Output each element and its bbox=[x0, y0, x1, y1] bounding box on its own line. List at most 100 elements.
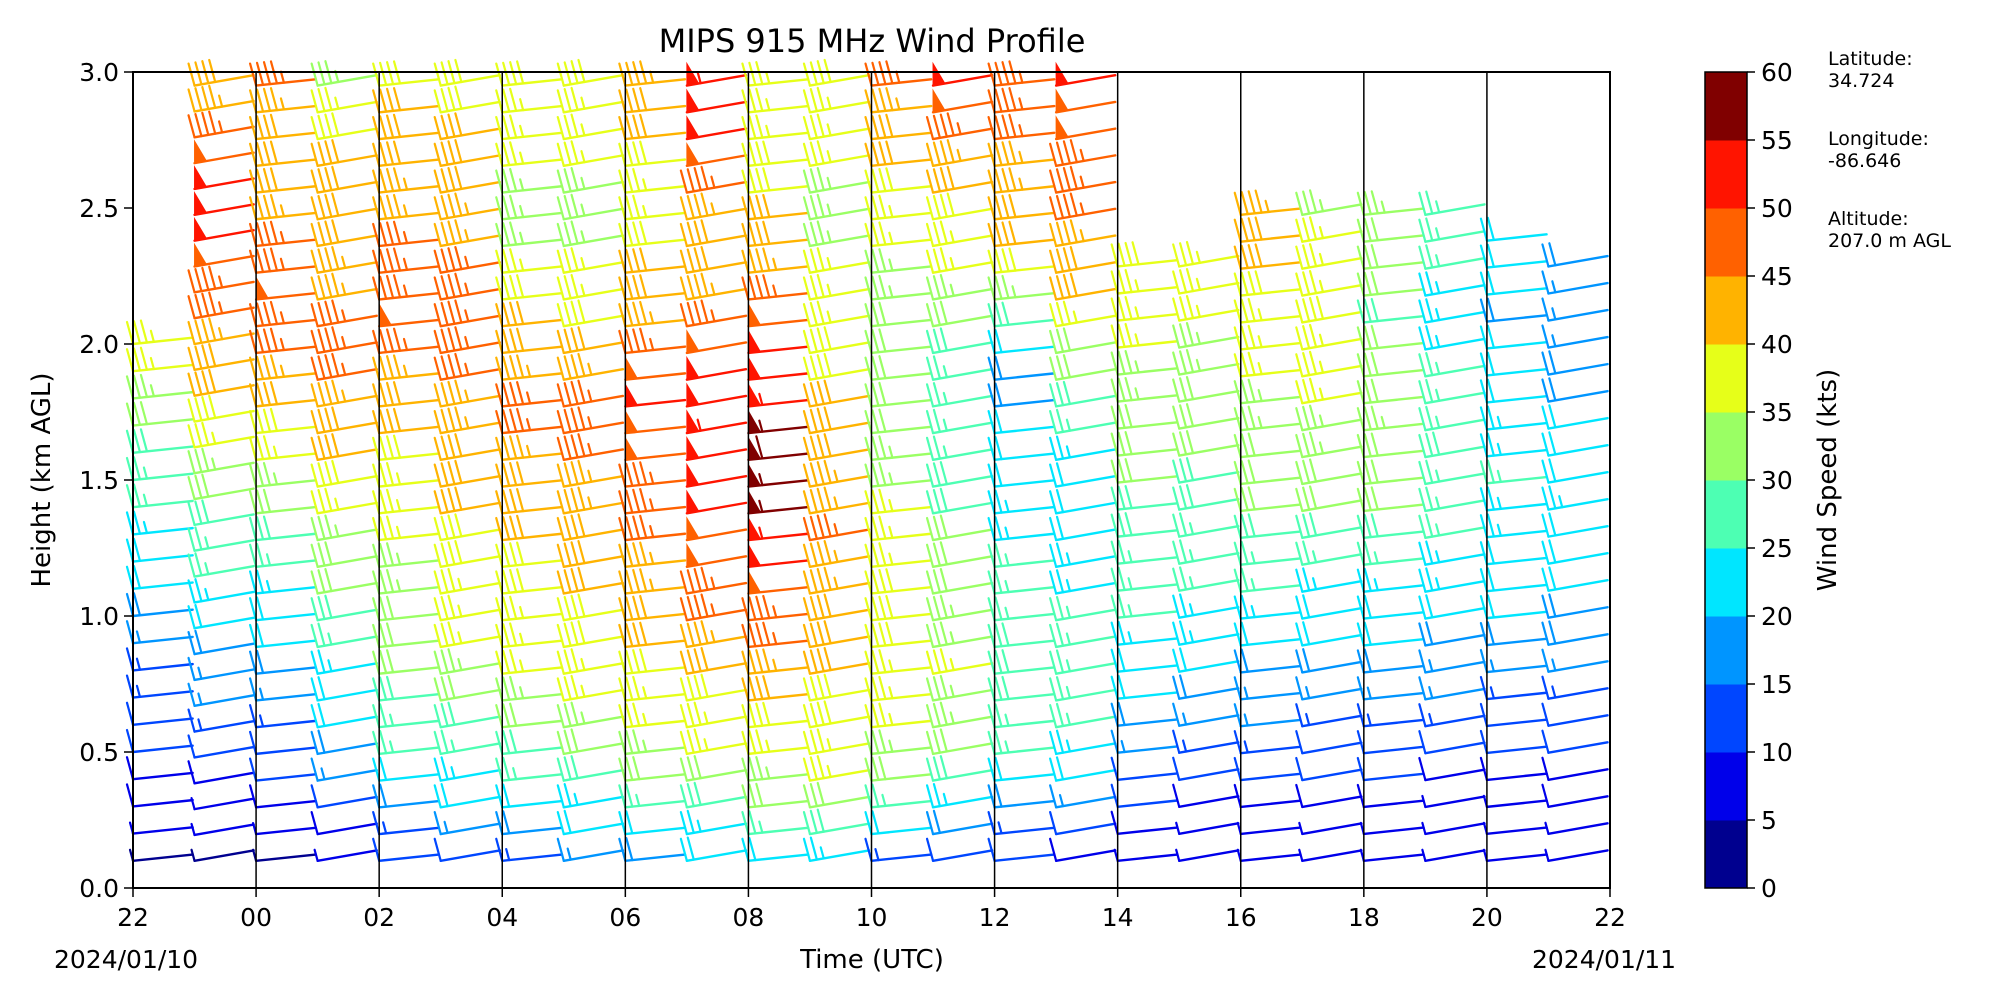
barb-staff bbox=[808, 474, 871, 488]
barb-full bbox=[317, 622, 326, 647]
barb-full bbox=[1295, 622, 1304, 647]
barb-full bbox=[686, 301, 695, 327]
wind-barb bbox=[987, 516, 1056, 542]
wind-barb bbox=[433, 540, 501, 568]
barb-half bbox=[135, 630, 142, 644]
barb-staff bbox=[870, 586, 933, 595]
barb-half bbox=[1182, 712, 1188, 726]
colorbar-segment bbox=[1705, 208, 1747, 277]
barb-full bbox=[495, 196, 504, 221]
barb-full bbox=[1172, 432, 1181, 457]
barb-full bbox=[324, 247, 333, 272]
barb-full bbox=[433, 383, 442, 408]
barb-half bbox=[1428, 659, 1434, 673]
barb-full bbox=[1541, 405, 1550, 430]
barb-full bbox=[201, 421, 210, 447]
wind-barb bbox=[1418, 703, 1486, 728]
barb-full bbox=[495, 249, 504, 274]
barb-staff bbox=[1362, 530, 1425, 539]
barb-full bbox=[1418, 756, 1427, 782]
barb-full bbox=[864, 784, 873, 809]
wind-barb bbox=[925, 408, 994, 435]
wind-barb bbox=[1418, 405, 1486, 432]
wind-barb bbox=[624, 409, 687, 435]
barb-full bbox=[310, 222, 319, 248]
barb-full bbox=[1308, 404, 1318, 429]
barb-full bbox=[1049, 623, 1058, 649]
barb-full bbox=[509, 488, 518, 513]
barb-half bbox=[1120, 739, 1126, 754]
barb-full bbox=[372, 249, 381, 274]
barb-full bbox=[248, 570, 258, 595]
barb-full bbox=[632, 595, 641, 620]
barb-full bbox=[823, 459, 832, 485]
barb-half bbox=[149, 356, 155, 371]
barb-staff bbox=[1178, 362, 1240, 376]
barb-staff bbox=[1239, 530, 1302, 539]
barb-full bbox=[1418, 568, 1427, 593]
barb-full bbox=[1240, 244, 1249, 270]
wind-barb bbox=[556, 406, 625, 435]
wind-barb bbox=[1049, 327, 1117, 355]
wind-barb bbox=[864, 756, 933, 782]
barb-staff bbox=[1239, 261, 1302, 270]
barb-staff bbox=[131, 499, 194, 509]
barb-full bbox=[939, 728, 948, 753]
barb-half bbox=[710, 202, 716, 216]
barb-full bbox=[1240, 352, 1249, 377]
barb-full bbox=[632, 87, 641, 112]
barb-full bbox=[1055, 462, 1065, 487]
barb-staff bbox=[1239, 584, 1302, 593]
wind-barb bbox=[925, 382, 994, 408]
barb-full bbox=[994, 542, 1003, 568]
wind-barb bbox=[1233, 270, 1302, 297]
barb-full bbox=[686, 248, 695, 273]
barb-full bbox=[187, 88, 196, 113]
barb-staff bbox=[624, 78, 687, 87]
barb-full bbox=[987, 115, 996, 141]
barb-full bbox=[994, 275, 1003, 300]
barb-staff bbox=[1485, 772, 1548, 782]
barb-full bbox=[625, 302, 634, 327]
barb-staff bbox=[193, 332, 255, 346]
barb-full bbox=[1233, 245, 1242, 270]
barb-full bbox=[939, 247, 948, 272]
barb-staff bbox=[501, 532, 564, 542]
colorbar-segment bbox=[1705, 752, 1747, 821]
barb-full bbox=[1049, 490, 1058, 515]
barb-full bbox=[987, 570, 996, 595]
barb-full bbox=[310, 249, 319, 274]
wind-barb bbox=[187, 708, 255, 733]
barb-full bbox=[987, 303, 996, 328]
barb-full bbox=[1001, 248, 1010, 273]
barb-full bbox=[310, 196, 319, 221]
wind-barb bbox=[187, 629, 255, 656]
barb-staff bbox=[685, 822, 748, 836]
barb-full bbox=[262, 408, 272, 433]
barb-full bbox=[570, 380, 579, 406]
barb-full bbox=[925, 757, 935, 782]
barb-staff bbox=[501, 425, 564, 435]
barb-full bbox=[748, 88, 757, 113]
wind-barb bbox=[1295, 676, 1363, 701]
barb-half bbox=[402, 230, 409, 245]
barb-full bbox=[946, 192, 955, 217]
barb-staff bbox=[747, 78, 810, 87]
barb-full bbox=[310, 169, 319, 194]
barb-staff bbox=[1547, 389, 1609, 403]
barb-full bbox=[1541, 513, 1550, 538]
barb-staff bbox=[254, 372, 317, 381]
barb-staff bbox=[870, 104, 933, 114]
barb-staff bbox=[993, 773, 1056, 782]
barb-full bbox=[255, 569, 265, 594]
barb-half bbox=[580, 96, 586, 110]
barb-full bbox=[1541, 702, 1550, 727]
barb-full bbox=[1055, 141, 1065, 166]
wind-barb bbox=[618, 220, 687, 248]
barb-full bbox=[1110, 378, 1119, 403]
wind-barb bbox=[495, 461, 564, 488]
barb-half bbox=[826, 96, 832, 110]
barb-staff bbox=[747, 826, 810, 836]
barb-staff bbox=[993, 612, 1056, 622]
barb-staff bbox=[562, 341, 625, 355]
